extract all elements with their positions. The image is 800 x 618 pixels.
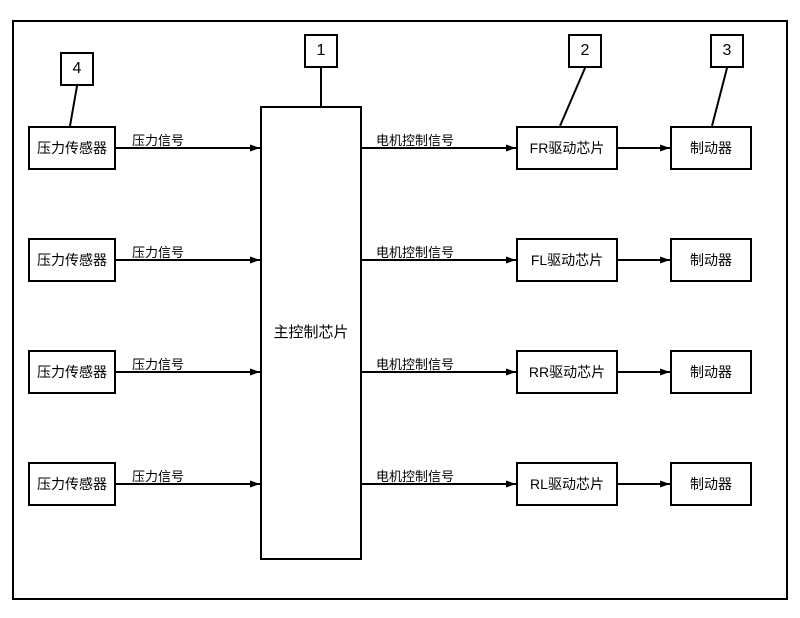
rr-driver-chip: RR驱动芯片 xyxy=(516,350,618,394)
brake-3-label: 制动器 xyxy=(690,364,732,381)
motor-signal-label-3: 电机控制信号 xyxy=(376,354,454,373)
pressure-signal-label-2: 压力信号 xyxy=(132,242,184,261)
brake-3: 制动器 xyxy=(670,350,752,394)
outer-frame xyxy=(12,20,788,600)
main-controller-chip: 主控制芯片 xyxy=(260,106,362,560)
brake-4-label: 制动器 xyxy=(690,476,732,493)
fr-driver-label: FR驱动芯片 xyxy=(530,140,605,157)
rr-driver-label: RR驱动芯片 xyxy=(529,364,605,381)
pressure-sensor-3-label: 压力传感器 xyxy=(37,364,107,381)
callout-1-label: 1 xyxy=(317,42,326,60)
pressure-sensor-1-label: 压力传感器 xyxy=(37,140,107,157)
pressure-sensor-2-label: 压力传感器 xyxy=(37,252,107,269)
brake-1: 制动器 xyxy=(670,126,752,170)
brake-1-label: 制动器 xyxy=(690,140,732,157)
fl-driver-label: FL驱动芯片 xyxy=(531,252,603,269)
callout-2-label: 2 xyxy=(581,42,590,60)
pressure-sensor-4-label: 压力传感器 xyxy=(37,476,107,493)
pressure-signal-label-3: 压力信号 xyxy=(132,354,184,373)
motor-signal-label-2: 电机控制信号 xyxy=(376,242,454,261)
motor-signal-label-4: 电机控制信号 xyxy=(376,466,454,485)
pressure-sensor-3: 压力传感器 xyxy=(28,350,116,394)
rl-driver-chip: RL驱动芯片 xyxy=(516,462,618,506)
main-controller-label: 主控制芯片 xyxy=(273,324,348,342)
pressure-sensor-2: 压力传感器 xyxy=(28,238,116,282)
motor-signal-label-1: 电机控制信号 xyxy=(376,130,454,149)
callout-3: 3 xyxy=(710,34,744,68)
brake-4: 制动器 xyxy=(670,462,752,506)
brake-2: 制动器 xyxy=(670,238,752,282)
fr-driver-chip: FR驱动芯片 xyxy=(516,126,618,170)
callout-3-label: 3 xyxy=(723,42,732,60)
callout-2: 2 xyxy=(568,34,602,68)
callout-1: 1 xyxy=(304,34,338,68)
rl-driver-label: RL驱动芯片 xyxy=(530,476,604,493)
brake-2-label: 制动器 xyxy=(690,252,732,269)
pressure-sensor-4: 压力传感器 xyxy=(28,462,116,506)
pressure-signal-label-1: 压力信号 xyxy=(132,130,184,149)
pressure-sensor-1: 压力传感器 xyxy=(28,126,116,170)
callout-4-label: 4 xyxy=(73,60,82,78)
fl-driver-chip: FL驱动芯片 xyxy=(516,238,618,282)
diagram-canvas: 1 2 3 4 主控制芯片 压力传感器 压力传感器 压力传感器 压力传感器 FR… xyxy=(0,0,800,618)
callout-4: 4 xyxy=(60,52,94,86)
pressure-signal-label-4: 压力信号 xyxy=(132,466,184,485)
